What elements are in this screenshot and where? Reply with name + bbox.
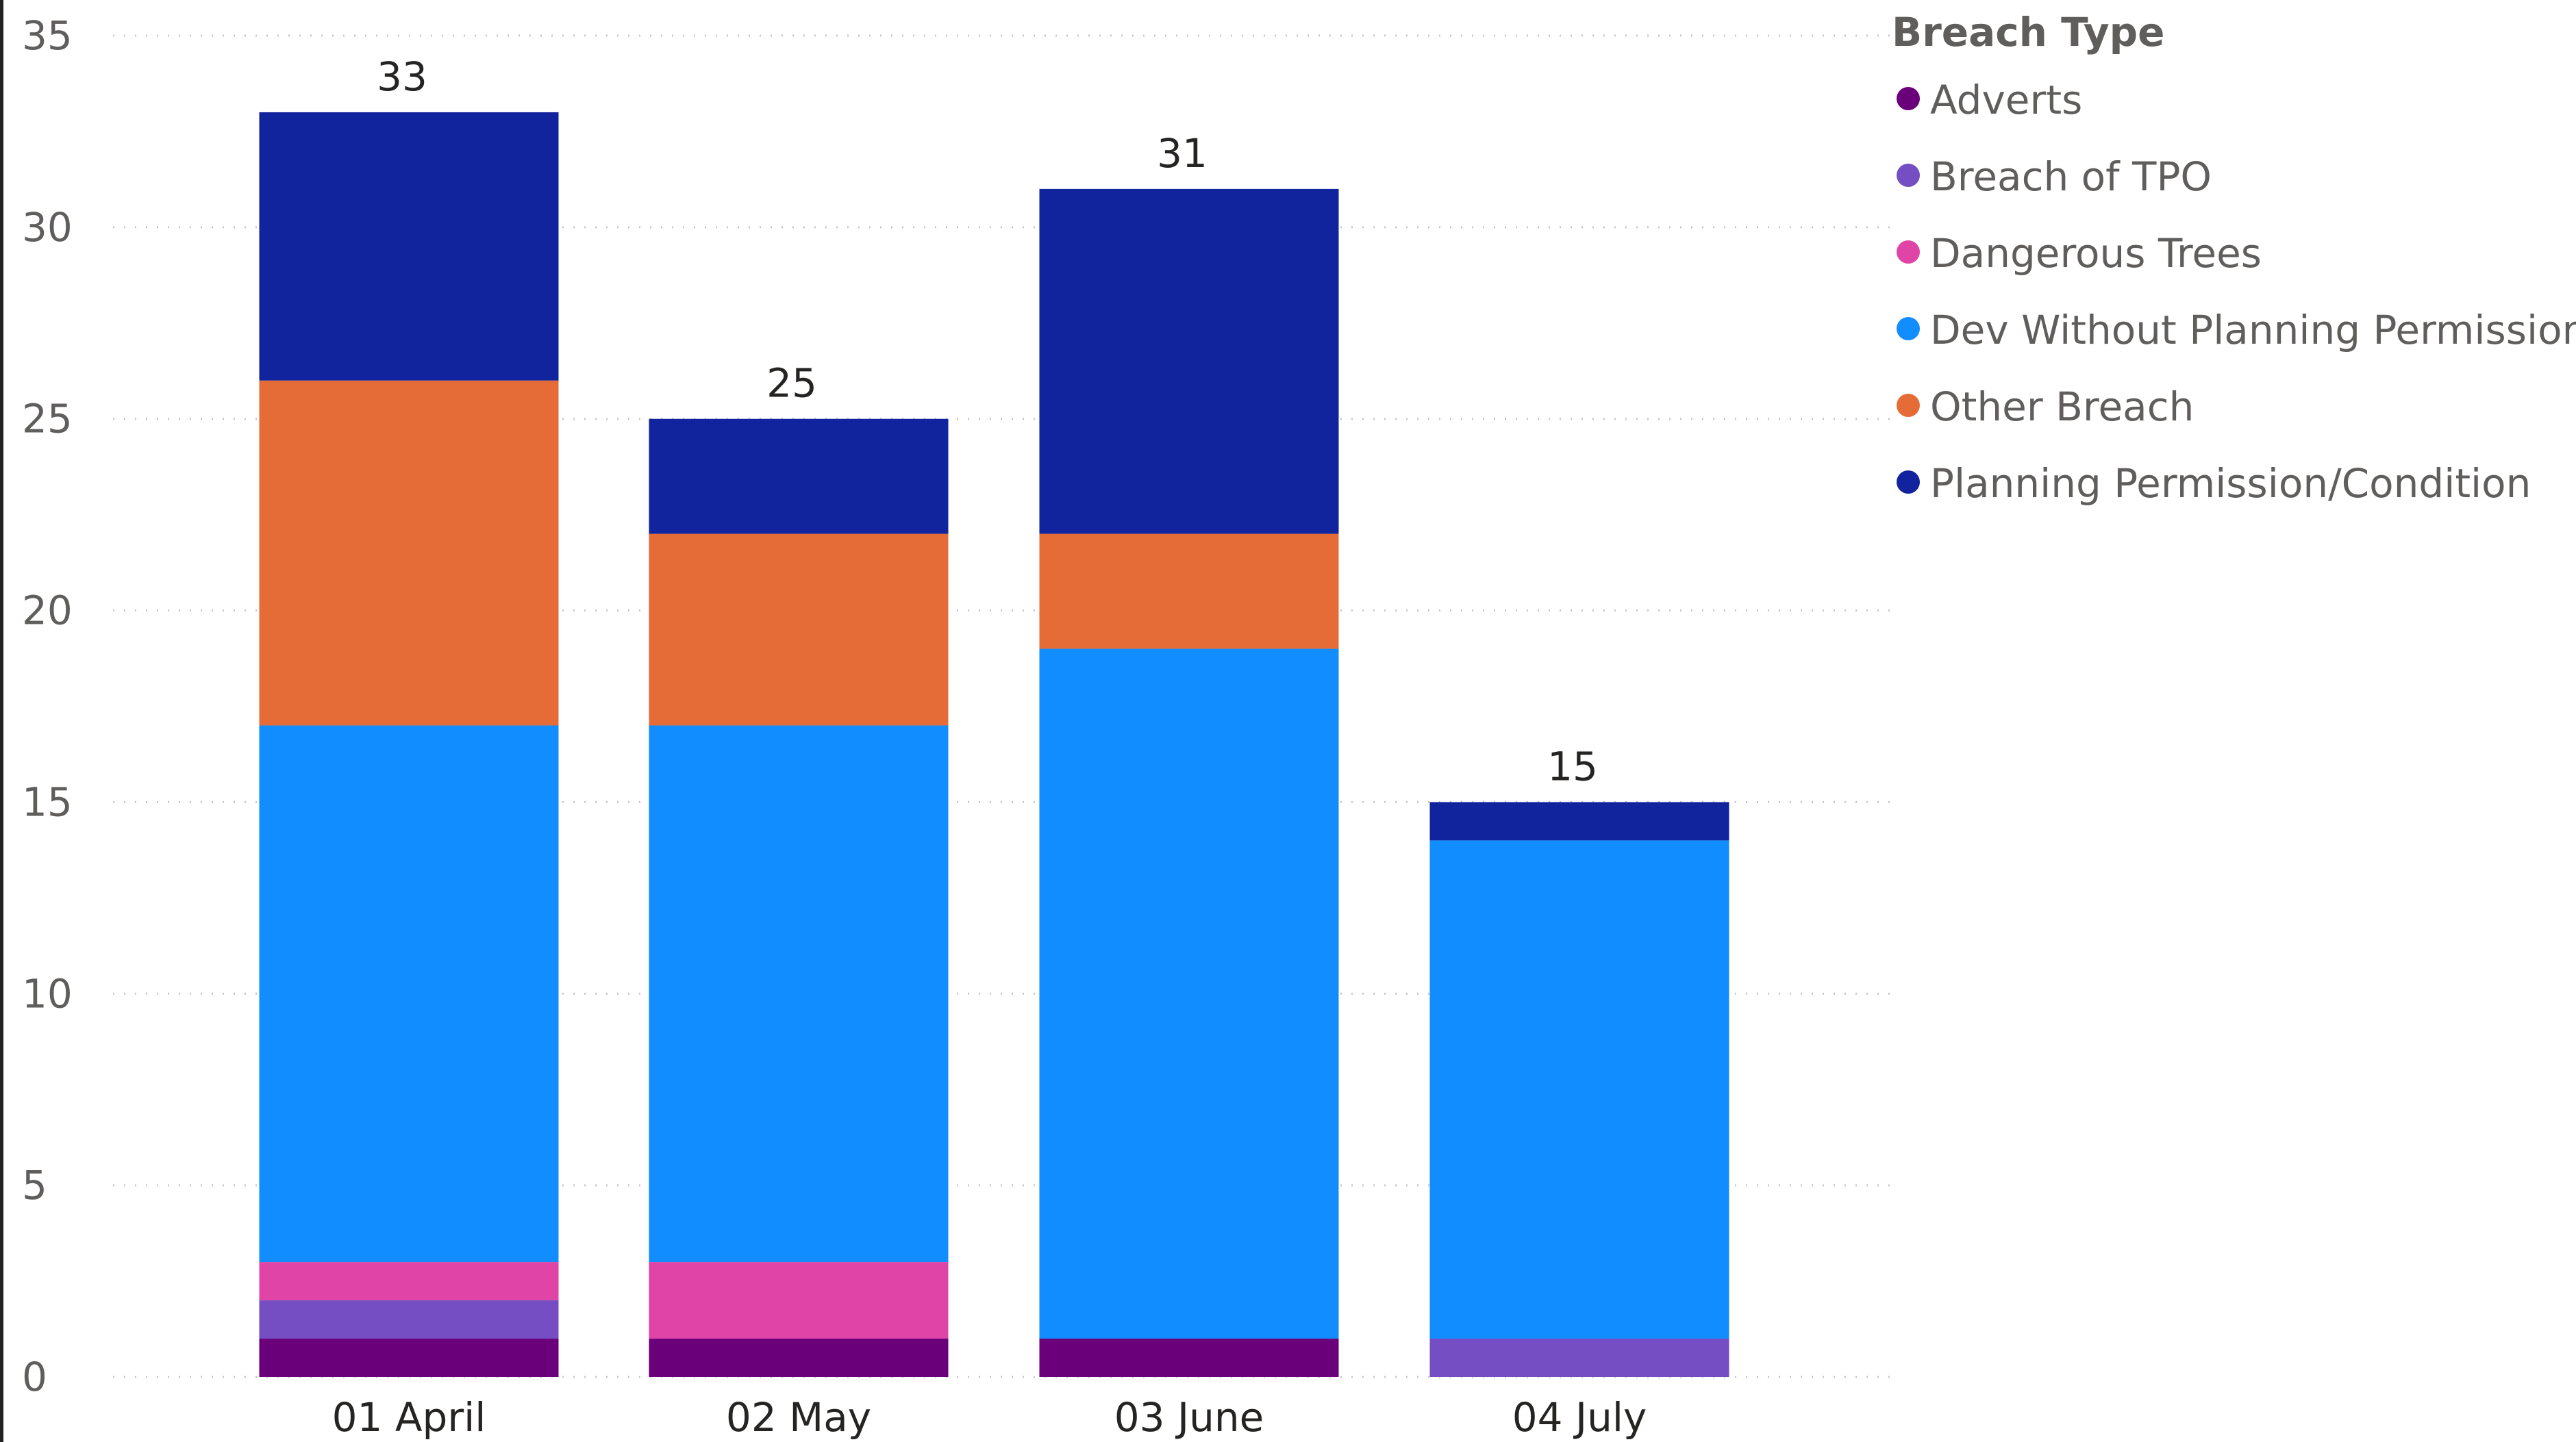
bar-segment-adverts[interactable] — [1039, 1339, 1339, 1377]
bar-segment-adverts[interactable] — [259, 1339, 559, 1377]
bar-segment-adverts[interactable] — [649, 1339, 949, 1377]
bar-segment-dev-without-planning-permission[interactable] — [649, 725, 949, 1263]
legend-marker[interactable] — [1897, 394, 1920, 417]
bar-segment-planning-permission-condition[interactable] — [649, 418, 949, 534]
bar-segment-dev-without-planning-permission[interactable] — [1429, 840, 1729, 1339]
bar-segment-dangerous-trees[interactable] — [259, 1262, 559, 1301]
x-tick-label: 03 June — [1114, 1394, 1264, 1441]
y-tick-label: 0 — [22, 1354, 47, 1400]
legend-marker[interactable] — [1897, 240, 1920, 264]
x-tick-label: 01 April — [332, 1394, 486, 1441]
bar-segment-dangerous-trees[interactable] — [649, 1262, 949, 1339]
bar-segment-other-breach[interactable] — [259, 380, 559, 726]
legend-item-dev-without-planning-permission[interactable]: Dev Without Planning Permission — [1930, 307, 2576, 353]
left-border — [0, 0, 3, 1442]
legend-item-breach-of-tpo[interactable]: Breach of TPO — [1930, 153, 2212, 200]
total-label: 33 — [377, 53, 427, 100]
y-tick-label: 5 — [22, 1162, 47, 1209]
x-tick-label: 02 May — [726, 1394, 871, 1441]
y-tick-label: 35 — [22, 12, 73, 59]
bar-segment-planning-permission-condition[interactable] — [259, 112, 559, 381]
bar-segment-planning-permission-condition[interactable] — [1039, 188, 1339, 534]
bar-segment-planning-permission-condition[interactable] — [1429, 802, 1729, 841]
legend-item-adverts[interactable]: Adverts — [1930, 77, 2082, 123]
legend-item-planning-permission-condition[interactable]: Planning Permission/Condition — [1930, 460, 2531, 507]
bar-segment-dev-without-planning-permission[interactable] — [1039, 648, 1339, 1339]
total-label: 15 — [1547, 743, 1598, 789]
legend-title: Breach Type — [1892, 9, 2165, 55]
total-label: 31 — [1157, 130, 1208, 177]
total-label: 25 — [766, 360, 817, 407]
legend-item-other-breach[interactable]: Other Breach — [1930, 383, 2194, 430]
legend-marker[interactable] — [1897, 470, 1920, 494]
bar-segment-other-breach[interactable] — [649, 533, 949, 726]
legend-item-dangerous-trees[interactable]: Dangerous Trees — [1930, 230, 2262, 277]
bar-segment-breach-of-tpo[interactable] — [259, 1300, 559, 1339]
legend-marker[interactable] — [1897, 164, 1920, 187]
y-tick-label: 25 — [22, 396, 73, 442]
y-tick-label: 10 — [22, 970, 73, 1017]
bar-segment-breach-of-tpo[interactable] — [1429, 1339, 1729, 1377]
legend-marker[interactable] — [1897, 317, 1920, 340]
x-tick-label: 04 July — [1512, 1394, 1647, 1441]
y-tick-label: 30 — [22, 204, 73, 251]
y-tick-label: 20 — [22, 587, 73, 634]
bar-segment-other-breach[interactable] — [1039, 533, 1339, 649]
bar-segment-dev-without-planning-permission[interactable] — [259, 725, 559, 1263]
y-tick-label: 15 — [22, 779, 73, 825]
legend-marker[interactable] — [1897, 87, 1920, 110]
